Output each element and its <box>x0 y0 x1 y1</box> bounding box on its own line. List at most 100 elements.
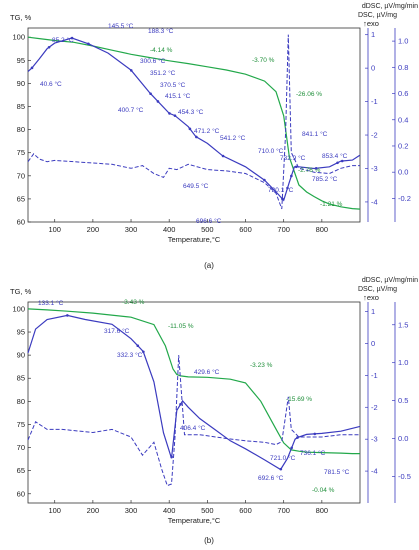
tg-curve <box>27 308 360 455</box>
tg-step-label: -1.21 % <box>320 201 343 208</box>
panel-caption: (b) <box>204 536 214 545</box>
dsc-peak-marker <box>149 92 152 96</box>
tg-tick-label: 80 <box>17 125 25 134</box>
tg-tick-label: 90 <box>17 351 25 360</box>
tg-step-label: -3.70 % <box>252 57 275 64</box>
dsc-peak-label: 400.7 °C <box>118 106 144 114</box>
tg-tick-label: 95 <box>17 328 25 337</box>
dsc-tick-label: -2 <box>371 131 378 140</box>
tg-axis-label: TG, % <box>10 13 32 22</box>
dsc-peak-label: 133.1 °C <box>38 299 64 307</box>
tg-tick-label: 70 <box>17 443 25 452</box>
tg-tick-label: 100 <box>12 33 25 42</box>
tg-tick-label: 80 <box>17 397 25 406</box>
dsc-peak-marker <box>47 45 51 49</box>
dsc-peak-marker <box>188 127 192 131</box>
ddsc-tick-label: -0.2 <box>398 194 411 203</box>
dsc-peak-label: 841.1 °C <box>302 130 328 138</box>
dsc-peak-label: 317.6 °C <box>104 327 130 335</box>
dsc-tick-label: -4 <box>371 467 378 476</box>
tg-tick-label: 95 <box>17 56 25 65</box>
ddsc-axis-label: dDSC, µV/mg/min <box>362 277 418 284</box>
dsc-peak-label: 692.6 °C <box>258 474 284 482</box>
dsc-peak-label: 40.6 °C <box>40 80 62 88</box>
dsc-peak-marker <box>179 403 182 406</box>
x-axis-label: Temperature,°C <box>168 516 221 525</box>
tg-step-label: -11.05 % <box>168 323 194 330</box>
tg-step-label: -3.43 % <box>122 299 145 306</box>
dsc-peak-marker <box>221 154 225 158</box>
dsc-peak-marker <box>314 166 318 170</box>
ddsc-tick-label: 0.4 <box>398 115 408 124</box>
dsc-peak-marker <box>281 197 284 201</box>
dsc-peak-marker <box>70 36 74 40</box>
dsc-peak-marker <box>195 135 198 139</box>
dsc-peak-marker <box>129 69 133 72</box>
x-tick-label: 300 <box>125 506 138 515</box>
dsc-peak-label: 696.6 °C <box>196 217 222 225</box>
tg-step-label: -3.23 % <box>250 362 273 369</box>
dsc-peak-marker <box>336 161 339 165</box>
ddsc-tick-label: 0.8 <box>398 63 408 72</box>
dsc-peak-marker <box>170 455 173 459</box>
x-tick-label: 500 <box>201 506 214 515</box>
dsc-peak-marker <box>290 446 293 450</box>
ddsc-tick-label: -0.5 <box>398 472 411 481</box>
tg-tick-label: 60 <box>17 489 25 498</box>
ddsc-tick-label: 1.0 <box>398 358 408 367</box>
tg-step-label: -2.76 % <box>298 167 321 174</box>
dsc-tick-label: -1 <box>371 97 378 106</box>
plot-frame <box>27 301 361 504</box>
x-axis-label: Temperature,°C <box>168 235 221 244</box>
dsc-peak-label: 721.0 °C <box>270 454 296 462</box>
dsc-tick-label: 0 <box>371 64 375 73</box>
tg-tick-label: 85 <box>17 102 25 111</box>
dsc-peak-label: 541.2 °C <box>220 134 246 142</box>
ddsc-curve <box>27 355 360 487</box>
dsc-peak-label: 720.1 °C <box>268 186 294 194</box>
panel-caption: (a) <box>204 261 214 270</box>
dsc-tick-label: 1 <box>371 307 375 316</box>
tg-step-label: -0.04 % <box>312 487 335 494</box>
dsc-curve <box>27 314 361 471</box>
ddsc-tick-label: 1.0 <box>398 37 408 46</box>
dsc-peak-marker <box>168 112 171 115</box>
x-tick-label: 400 <box>163 225 176 234</box>
dsc-peak-marker <box>313 432 317 436</box>
dsc-peak-label: 332.3 °C <box>117 351 143 359</box>
dsc-peak-label: 454.3 °C <box>178 108 204 116</box>
tg-tick-label: 60 <box>17 218 25 227</box>
dsc-peak-label: 710.0 °C <box>258 147 284 155</box>
ddsc-curve <box>27 34 360 210</box>
ddsc-tick-label: 0.2 <box>398 141 408 150</box>
tg-step-label: -4.14 % <box>150 47 173 54</box>
dsc-peak-label: 406.4 °C <box>180 424 206 432</box>
dsc-peak-label: 853.4 °C <box>322 152 348 160</box>
ddsc-tick-label: 0.0 <box>398 168 408 177</box>
x-tick-label: 500 <box>201 225 214 234</box>
dsc-tick-label: -3 <box>371 164 378 173</box>
plot-frame <box>27 27 361 223</box>
dsc-peak-label: 85.2 °C <box>52 36 74 44</box>
dsc-peak-label: 785.2 °C <box>312 175 338 183</box>
dsc-peak-marker <box>286 186 289 190</box>
dsc-peak-label: 351.2 °C <box>150 69 176 77</box>
tg-tick-label: 90 <box>17 79 25 88</box>
dsc-peak-marker <box>142 350 145 354</box>
dsc-peak-label: 370.5 °C <box>160 81 186 89</box>
tg-tick-label: 100 <box>12 304 25 313</box>
ddsc-tick-label: 0.5 <box>398 396 408 405</box>
x-tick-label: 600 <box>239 506 252 515</box>
dsc-peak-marker <box>66 314 69 317</box>
tg-tick-label: 65 <box>17 466 25 475</box>
dsc-tick-label: 0 <box>371 339 375 348</box>
dsc-tick-label: -1 <box>371 371 378 380</box>
ddsc-tick-label: 0.0 <box>398 434 408 443</box>
dsc-peak-label: 471.2 °C <box>194 127 220 135</box>
dsc-peak-label: 736.1 °C <box>300 449 326 457</box>
x-tick-label: 100 <box>48 506 61 515</box>
ddsc-axis-label: dDSC, µV/mg/min <box>362 3 418 10</box>
dsc-peak-marker <box>296 436 299 439</box>
